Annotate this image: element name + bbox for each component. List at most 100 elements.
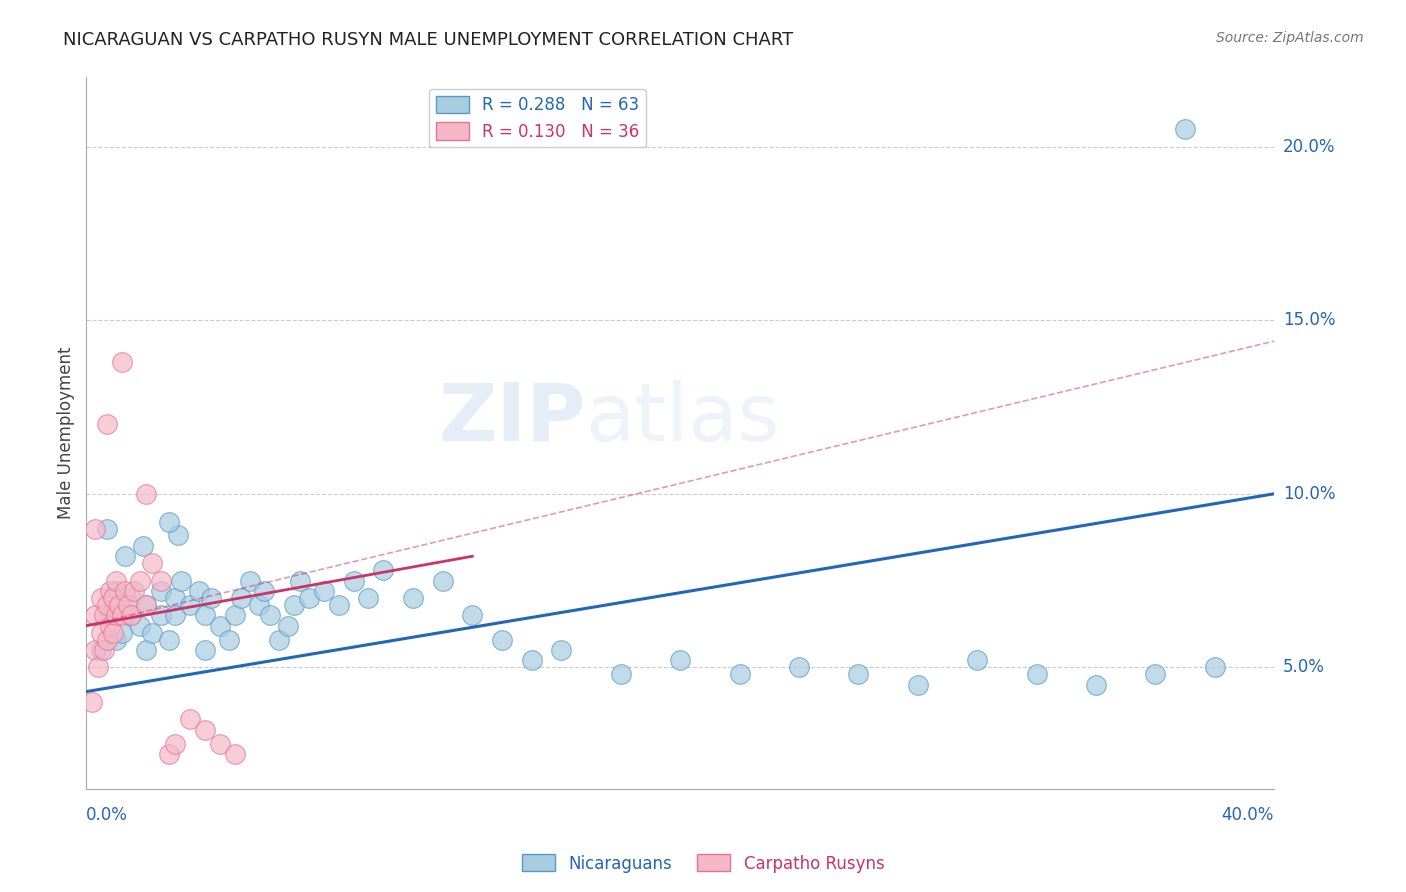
Point: [141, 625, 163, 640]
Point: [229, 591, 252, 605]
Point: [135, 598, 157, 612]
Point: [84, 521, 107, 535]
Point: [120, 591, 142, 605]
Point: [120, 608, 142, 623]
Point: [165, 608, 187, 623]
Text: ZIP: ZIP: [437, 380, 585, 458]
Point: [96, 417, 118, 432]
Point: [520, 653, 543, 667]
Point: [200, 591, 222, 605]
Point: [101, 625, 124, 640]
Point: [84, 643, 107, 657]
Point: [179, 712, 201, 726]
Point: [224, 747, 246, 761]
Point: [357, 591, 380, 605]
Text: 10.0%: 10.0%: [1284, 485, 1336, 503]
Text: 20.0%: 20.0%: [1284, 138, 1336, 156]
Text: 5.0%: 5.0%: [1284, 658, 1324, 676]
Point: [224, 608, 246, 623]
Text: 15.0%: 15.0%: [1284, 311, 1336, 329]
Point: [194, 723, 217, 737]
Point: [179, 598, 201, 612]
Point: [1174, 122, 1197, 136]
Point: [128, 574, 150, 588]
Point: [283, 598, 305, 612]
Point: [328, 598, 350, 612]
Point: [87, 660, 110, 674]
Point: [96, 632, 118, 647]
Point: [101, 591, 124, 605]
Point: [135, 598, 157, 612]
Point: [90, 643, 112, 657]
Point: [491, 632, 513, 647]
Point: [208, 618, 231, 632]
Point: [194, 643, 217, 657]
Point: [208, 737, 231, 751]
Point: [135, 487, 157, 501]
Point: [149, 608, 172, 623]
Point: [111, 608, 134, 623]
Text: 0.0%: 0.0%: [86, 806, 128, 824]
Point: [135, 643, 157, 657]
Point: [188, 584, 211, 599]
Point: [165, 591, 187, 605]
Point: [432, 574, 454, 588]
Point: [402, 591, 425, 605]
Point: [90, 625, 112, 640]
Text: NICARAGUAN VS CARPATHO RUSYN MALE UNEMPLOYMENT CORRELATION CHART: NICARAGUAN VS CARPATHO RUSYN MALE UNEMPL…: [63, 31, 793, 49]
Point: [1084, 678, 1107, 692]
Point: [461, 608, 484, 623]
Y-axis label: Male Unemployment: Male Unemployment: [58, 347, 75, 519]
Legend: Nicaraguans, Carpatho Rusyns: Nicaraguans, Carpatho Rusyns: [515, 847, 891, 880]
Point: [149, 574, 172, 588]
Point: [239, 574, 262, 588]
Point: [277, 618, 299, 632]
Point: [298, 591, 321, 605]
Point: [104, 574, 127, 588]
Point: [98, 584, 121, 599]
Point: [90, 591, 112, 605]
Point: [104, 608, 127, 623]
Text: Source: ZipAtlas.com: Source: ZipAtlas.com: [1216, 31, 1364, 45]
Point: [132, 539, 155, 553]
Point: [120, 608, 142, 623]
Point: [253, 584, 276, 599]
Point: [114, 584, 136, 599]
Point: [247, 598, 270, 612]
Point: [170, 574, 193, 588]
Point: [218, 632, 240, 647]
Point: [342, 574, 364, 588]
Point: [1204, 660, 1226, 674]
Point: [269, 632, 291, 647]
Point: [550, 643, 572, 657]
Point: [787, 660, 810, 674]
Point: [128, 618, 150, 632]
Point: [1144, 667, 1167, 681]
Point: [149, 584, 172, 599]
Point: [966, 653, 988, 667]
Point: [84, 608, 107, 623]
Point: [288, 574, 311, 588]
Point: [669, 653, 692, 667]
Point: [98, 608, 121, 623]
Point: [96, 598, 118, 612]
Point: [104, 632, 127, 647]
Point: [96, 521, 118, 535]
Point: [846, 667, 869, 681]
Point: [194, 608, 217, 623]
Point: [111, 355, 134, 369]
Point: [114, 549, 136, 564]
Point: [93, 608, 115, 623]
Point: [82, 695, 104, 709]
Text: atlas: atlas: [585, 380, 779, 458]
Point: [373, 563, 395, 577]
Point: [122, 584, 145, 599]
Point: [312, 584, 335, 599]
Point: [104, 584, 127, 599]
Point: [728, 667, 751, 681]
Text: 40.0%: 40.0%: [1222, 806, 1274, 824]
Point: [165, 737, 187, 751]
Point: [159, 747, 181, 761]
Point: [1025, 667, 1047, 681]
Legend: R = 0.288   N = 63, R = 0.130   N = 36: R = 0.288 N = 63, R = 0.130 N = 36: [429, 89, 647, 147]
